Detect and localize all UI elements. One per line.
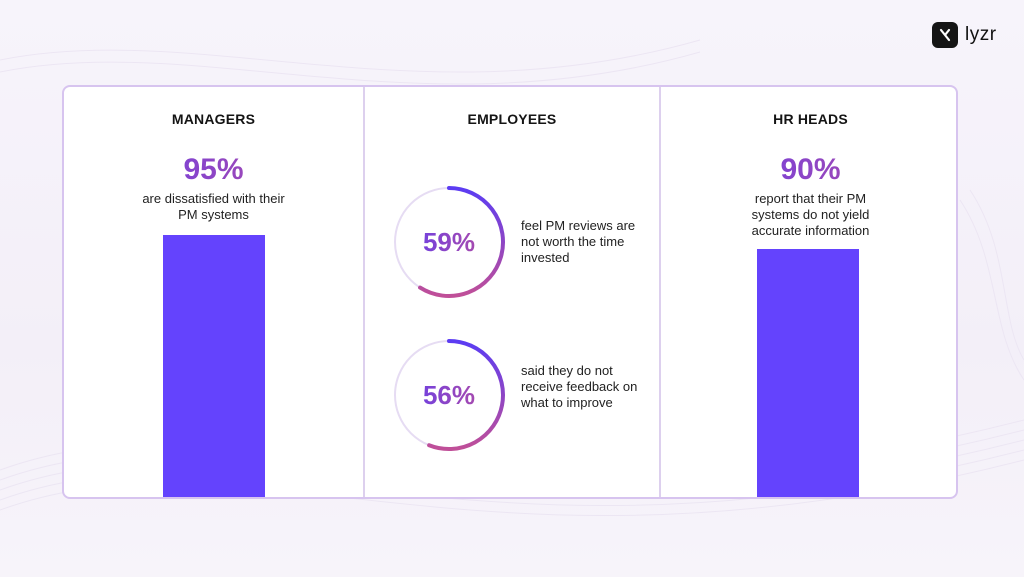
managers-percentage: 95% bbox=[64, 153, 363, 187]
hr-heads-percentage: 90% bbox=[661, 153, 956, 187]
hr-heads-description: report that their PM systems do not yiel… bbox=[751, 191, 870, 238]
employees-column: EMPLOYEES 59% feel PM reviews are not wo… bbox=[363, 87, 661, 497]
employees-stat-2: 56% said they do not receive feedback on… bbox=[391, 337, 641, 453]
ring-progress-arc bbox=[418, 186, 506, 298]
ring-chart-56 bbox=[394, 339, 505, 451]
hr-heads-column: HR HEADS 90% report that their PM system… bbox=[661, 87, 956, 497]
stats-panel: MANAGERS 95% are dissatisfied with their… bbox=[62, 85, 958, 499]
brand-logo: lyzr bbox=[932, 22, 997, 48]
ring-description-59: feel PM reviews are not worth the time i… bbox=[521, 218, 636, 265]
ring-percentage-59: 59% bbox=[391, 184, 507, 300]
managers-title: MANAGERS bbox=[171, 111, 256, 127]
employees-stat-1: 59% feel PM reviews are not worth the ti… bbox=[391, 184, 641, 300]
ring-chart-59 bbox=[394, 186, 506, 298]
hr-heads-bar bbox=[757, 249, 859, 497]
hr-heads-title: HR HEADS bbox=[773, 111, 848, 127]
ring-percentage-56: 56% bbox=[391, 337, 507, 453]
brand-name: lyzr bbox=[965, 24, 997, 45]
ring-progress-arc bbox=[427, 339, 505, 451]
ring-description-56: said they do not receive feedback on wha… bbox=[521, 363, 638, 410]
employees-title: EMPLOYEES bbox=[467, 111, 557, 127]
managers-description: are dissatisfied with their PM systems bbox=[142, 191, 285, 222]
managers-column: MANAGERS 95% are dissatisfied with their… bbox=[64, 87, 363, 497]
lyzr-logo-icon bbox=[932, 22, 958, 48]
managers-bar bbox=[163, 235, 265, 497]
